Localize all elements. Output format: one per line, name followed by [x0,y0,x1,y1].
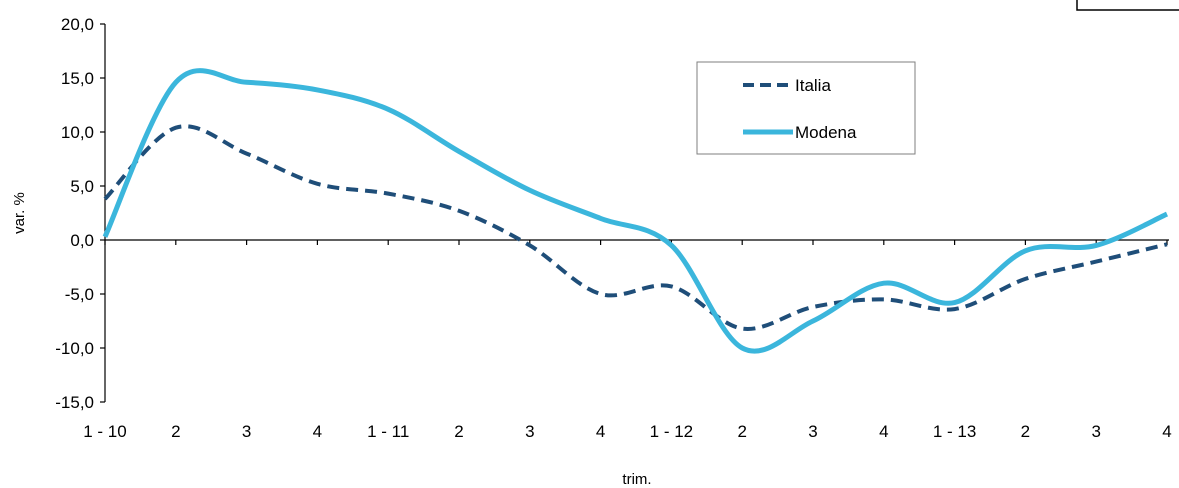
legend: Italia Modena [696,61,916,155]
axes [104,24,1169,402]
corner-frame [1076,0,1179,11]
x-tick-label: 3 [525,422,534,441]
legend-box [696,61,916,155]
x-tick-label: 4 [1162,422,1171,441]
x-tick-label: 3 [1091,422,1100,441]
legend-label-italia: Italia [795,76,831,95]
y-tick-label: -15,0 [55,393,94,412]
x-tick-label: 3 [242,422,251,441]
y-tick-label: -5,0 [65,285,94,304]
y-tick-label: -10,0 [55,339,94,358]
series-lines [102,68,1169,354]
x-tick-label: 2 [737,422,746,441]
y-axis-ticks: 20,0 15,0 10,0 5,0 0,0 -5,0 -10,0 -15,0 [55,15,105,412]
x-tick-label: 3 [808,422,817,441]
x-tick-label: 1 - 12 [650,422,693,441]
x-tick-label: 1 - 10 [83,422,126,441]
x-tick-label: 2 [171,422,180,441]
y-tick-label: 15,0 [61,69,94,88]
x-tick-label: 1 - 11 [367,422,409,441]
x-tick-label: 2 [1021,422,1030,441]
x-tick-label: 1 - 13 [933,422,976,441]
y-tick-label: 10,0 [61,123,94,142]
legend-label-modena: Modena [795,123,857,142]
y-tick-label: 5,0 [70,177,94,196]
x-tick-label: 2 [454,422,463,441]
x-tick-label: 4 [313,422,322,441]
y-axis-title: var. % [11,192,28,234]
x-axis-title: trim. [622,471,651,488]
y-tick-label: 20,0 [61,15,94,34]
series-line-italia [103,124,1168,331]
x-tick-label: 4 [879,422,888,441]
y-tick-label: 0,0 [70,231,94,250]
x-axis-ticks: 1 - 10 2 3 4 1 - 11 2 3 4 1 - 12 2 3 4 1 - 13 2 3 4 [83,240,1172,441]
x-tick-label: 4 [596,422,605,441]
series-line-modena [102,68,1169,354]
